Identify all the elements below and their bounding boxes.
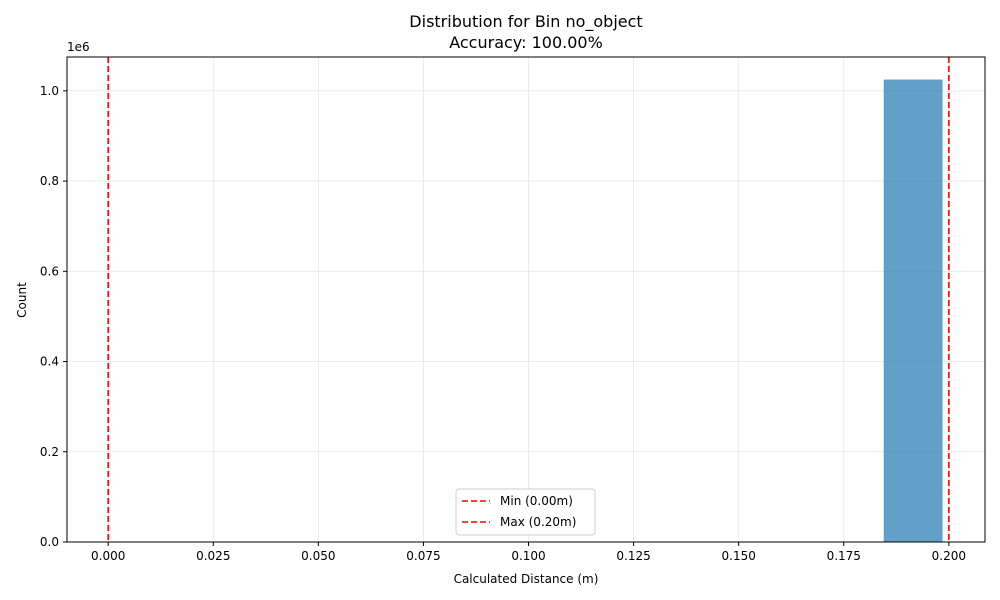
bars (883, 79, 943, 542)
legend-label: Min (0.00m) (500, 494, 573, 508)
x-axis-ticks: 0.000 0.025 0.050 0.075 0.100 0.125 0.150 0.175… (91, 542, 966, 563)
chart-title-line1: Distribution for Bin no_object (409, 12, 642, 32)
y-tick-label: 0.2 (40, 445, 59, 459)
x-tick-label: 0.075 (406, 549, 440, 563)
x-tick-label: 0.175 (827, 549, 861, 563)
histogram-bar (883, 79, 943, 542)
x-tick-label: 0.100 (511, 549, 545, 563)
y-tick-label: 0.8 (40, 174, 59, 188)
plot-frame (66, 56, 986, 543)
y-offset-label: 1e6 (67, 40, 90, 54)
y-tick-label: 1.0 (40, 84, 59, 98)
x-tick-label: 0.200 (932, 549, 966, 563)
x-tick-label: 0.025 (196, 549, 230, 563)
legend: Min (0.00m) Max (0.20m) (455, 488, 596, 536)
x-tick-label: 0.150 (722, 549, 756, 563)
y-axis-label: Count (15, 282, 29, 318)
chart-title: Distribution for Bin no_object Accuracy:… (409, 12, 642, 52)
y-tick-label: 0.6 (40, 264, 59, 278)
legend-frame (455, 488, 596, 536)
grid (67, 57, 985, 543)
x-tick-label: 0.000 (91, 549, 125, 563)
x-axis-label: Calculated Distance (m) (454, 572, 599, 586)
x-tick-label: 0.125 (616, 549, 650, 563)
legend-items: Min (0.00m) Max (0.20m) (462, 494, 576, 529)
y-tick-label: 0.0 (40, 535, 59, 549)
x-tick-label: 0.050 (301, 549, 335, 563)
chart-subtitle: Accuracy: 100.00% (449, 33, 603, 52)
y-tick-label: 0.4 (40, 355, 59, 369)
y-axis-ticks: 0.0 0.2 0.4 0.6 0.8 1.0 (40, 84, 67, 549)
legend-label: Max (0.20m) (500, 515, 576, 529)
